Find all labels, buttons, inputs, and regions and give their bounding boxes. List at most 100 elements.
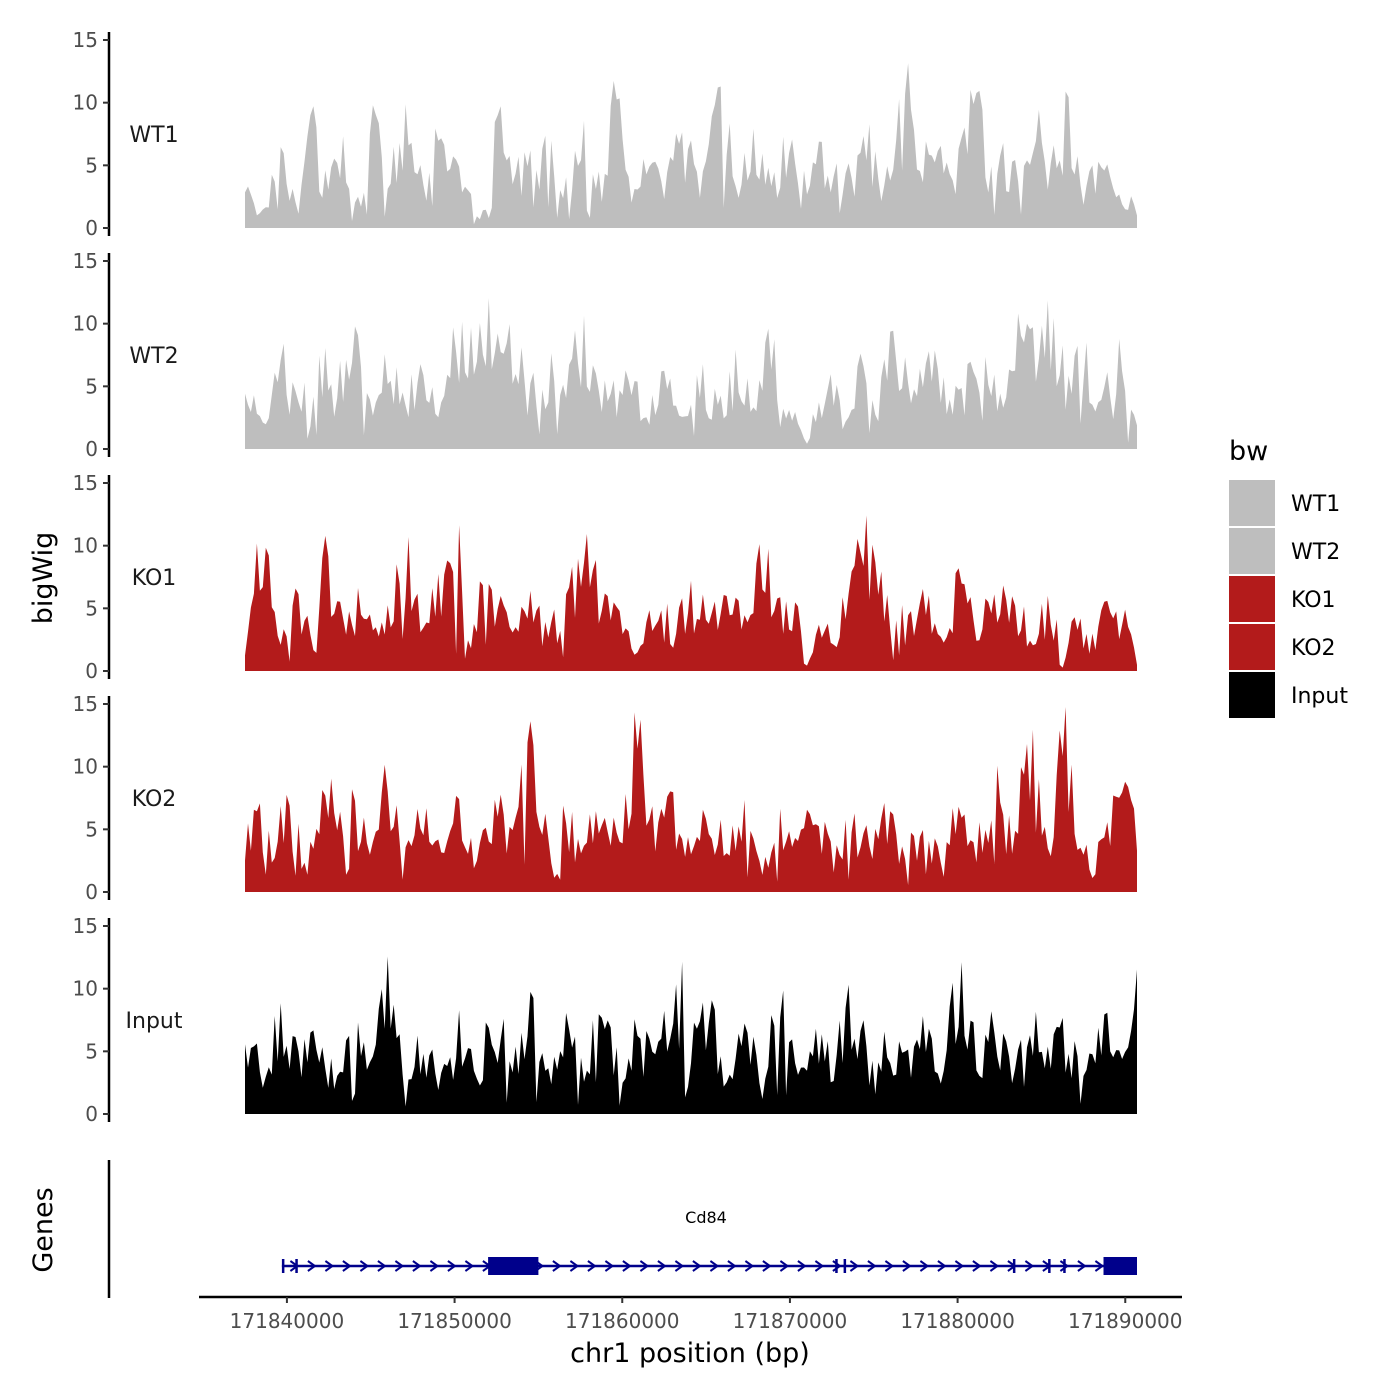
y-tick-label: 15 [73,28,98,52]
x-axis: 171840000 171850000 171860000 171870000 1718… [199,1295,1183,1333]
track-ko2: 0 5 10 15 KO2 [73,692,1137,904]
y-tick-label: 15 [73,471,98,495]
strand-arrow [1024,1260,1035,1272]
exon [281,1259,285,1273]
strand-arrow [1077,1260,1087,1272]
strand-arrow [412,1260,422,1272]
x-tick-label: 171860000 [565,1309,680,1333]
y-axis-title: bigWig [28,532,59,625]
strand-arrow [937,1260,947,1272]
y-tick-label: 15 [73,692,98,716]
track-input: 0 5 10 15 Input [73,914,1137,1126]
strand-arrow [324,1260,335,1272]
strand-arrow [709,1260,720,1272]
coverage-area-ko2 [245,707,1137,892]
genes-axis-title: Genes [28,1187,59,1272]
legend-swatch-wt2 [1229,528,1275,574]
legend-swatch-wt1 [1229,480,1275,526]
track-label: WT2 [129,344,178,369]
track-ko1: 0 5 10 15 KO1 [73,471,1137,683]
coverage-area-wt1 [245,63,1137,229]
exon [1063,1259,1066,1273]
y-tick-label: 5 [85,817,98,841]
strand-arrow [779,1260,790,1272]
y-tick-label: 10 [73,312,98,336]
strand-arrow [464,1260,475,1272]
y-tick-label: 0 [85,659,98,683]
strand-arrow [639,1260,650,1272]
strand-arrow [919,1260,930,1272]
track-label: WT1 [129,123,178,148]
strand-arrow [884,1260,895,1272]
y-tick-label: 0 [85,437,98,461]
legend-label-ko1: KO1 [1291,588,1336,613]
strand-arrow [849,1260,860,1272]
exon [1048,1259,1051,1273]
legend-swatch-ko2 [1229,624,1275,670]
strand-arrow [604,1260,615,1272]
strand-arrow [429,1260,440,1272]
strand-arrow [307,1260,317,1272]
strand-arrow [972,1260,982,1272]
strand-arrow [1059,1260,1070,1272]
strand-arrow [342,1260,352,1272]
strand-arrow [867,1260,877,1272]
strand-arrow [989,1260,1000,1272]
legend-title: bw [1229,436,1268,467]
track-label: KO2 [132,787,177,812]
y-tick-label: 15 [73,249,98,273]
strand-arrow [692,1260,702,1272]
strand-arrow [552,1260,562,1272]
strand-arrow [954,1260,965,1272]
x-tick-label: 171870000 [733,1309,848,1333]
x-tick-label: 171880000 [900,1309,1015,1333]
y-tick-label: 15 [73,914,98,938]
y-tick-label: 10 [73,977,98,1001]
y-tick-label: 10 [73,755,98,779]
legend-label-wt2: WT2 [1291,540,1340,565]
strand-arrow [622,1260,632,1272]
legend-swatch-input [1229,672,1275,718]
strand-arrow [1094,1260,1105,1272]
y-tick-label: 5 [85,1039,98,1063]
y-tick-label: 5 [85,596,98,620]
y-tick-label: 5 [85,153,98,177]
exon [843,1259,847,1273]
x-axis-title: chr1 position (bp) [570,1338,810,1369]
track-wt1: 0 5 10 15 WT1 [73,28,1137,240]
track-label: KO1 [132,566,177,591]
gene-track: Cd84 [107,1160,1137,1298]
strand-arrow [902,1260,912,1272]
legend-label-wt1: WT1 [1291,492,1340,517]
strand-arrow [727,1260,737,1272]
track-wt2: 0 5 10 15 WT2 [73,249,1137,461]
strand-arrow [377,1260,387,1272]
exon [488,1257,539,1275]
exon [1012,1259,1016,1273]
y-tick-label: 10 [73,91,98,115]
coverage-area-ko1 [245,515,1137,671]
y-tick-label: 0 [85,216,98,240]
y-tick-label: 0 [85,880,98,904]
x-tick-label: 171840000 [230,1309,345,1333]
exon [1103,1257,1137,1275]
strand-arrow [674,1260,685,1272]
coverage-area-input [245,956,1137,1114]
y-tick-label: 10 [73,534,98,558]
legend-label-input: Input [1291,684,1348,709]
strand-arrow [657,1260,667,1272]
strand-arrow [569,1260,580,1272]
exon [835,1259,838,1273]
strand-arrow [744,1260,755,1272]
x-tick-label: 171850000 [397,1309,512,1333]
strand-arrow [394,1260,405,1272]
legend-label-ko2: KO2 [1291,636,1336,661]
x-tick-label: 171890000 [1068,1309,1183,1333]
strand-arrow [447,1260,457,1272]
legend: bw WT1 WT2 KO1 KO2 Input [1229,436,1348,718]
track-label: Input [126,1009,183,1034]
exon [295,1259,298,1273]
bigwig-tracks: 0 5 10 15 WT1 0 5 10 15 WT2 0 5 10 15 KO1 0 5 10 15 KO2 0 5 10… [73,28,1137,1126]
gene-label: Cd84 [685,1208,727,1227]
